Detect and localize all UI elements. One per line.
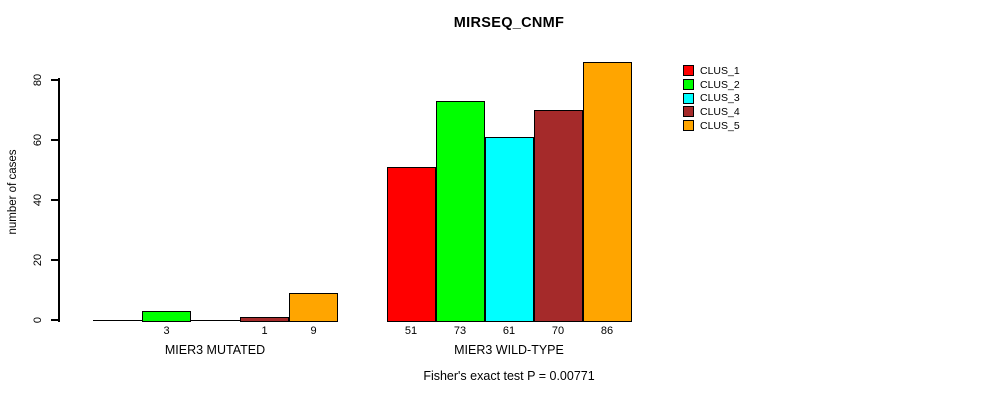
legend-label: CLUS_5 (700, 119, 740, 132)
legend-item-clus_1: CLUS_1 (683, 64, 740, 78)
bar-value-label: 9 (310, 325, 317, 337)
legend-label: CLUS_4 (700, 105, 740, 118)
legend: CLUS_1 CLUS_2 CLUS_3 CLUS_4 CLUS_5 (683, 64, 740, 132)
bar-value-label: 3 (163, 325, 170, 337)
bar-clus_5-group1 (289, 293, 338, 322)
bar-clus_1-group1 (93, 320, 142, 321)
bar-value-label: 73 (453, 325, 467, 337)
legend-swatch-icon (683, 106, 694, 118)
bar-value-label: 51 (404, 325, 418, 337)
legend-item-clus_5: CLUS_5 (683, 119, 740, 133)
legend-swatch-icon (683, 65, 694, 77)
fisher-test-caption: Fisher's exact test P = 0.00771 (423, 369, 595, 383)
legend-item-clus_3: CLUS_3 (683, 91, 740, 105)
bar-clus_3-group1 (191, 320, 240, 321)
bar-value-label: 86 (600, 325, 614, 337)
legend-item-clus_2: CLUS_2 (683, 78, 740, 92)
legend-swatch-icon (683, 92, 694, 104)
chart-title: MIRSEQ_CNMF (453, 15, 565, 31)
bar-clus_3-group2 (484, 137, 534, 322)
y-tick-mark (51, 319, 59, 321)
bar-clus_4-group1 (240, 317, 289, 322)
x-group-label-wildtype: MIER3 WILD-TYPE (454, 343, 564, 357)
bar-clus_1-group2 (386, 167, 436, 322)
legend-swatch-icon (683, 79, 694, 91)
bar-clus_5-group2 (582, 62, 632, 322)
legend-label: CLUS_3 (700, 92, 740, 105)
legend-label: CLUS_1 (700, 64, 740, 77)
y-tick-mark (51, 259, 59, 261)
bar-clus_2-group1 (142, 311, 191, 322)
legend-label: CLUS_2 (700, 78, 740, 91)
bar-clus_4-group2 (533, 110, 583, 322)
bar-clus_2-group2 (435, 101, 485, 322)
y-tick-mark (51, 79, 59, 81)
legend-swatch-icon (683, 120, 694, 132)
bar-value-label: 70 (551, 325, 565, 337)
x-group-label-mutated: MIER3 MUTATED (164, 343, 266, 357)
bar-value-label: 1 (261, 325, 268, 337)
y-tick-mark (51, 139, 59, 141)
bar-value-label: 61 (502, 325, 516, 337)
legend-item-clus_4: CLUS_4 (683, 105, 740, 119)
y-tick-mark (51, 199, 59, 201)
